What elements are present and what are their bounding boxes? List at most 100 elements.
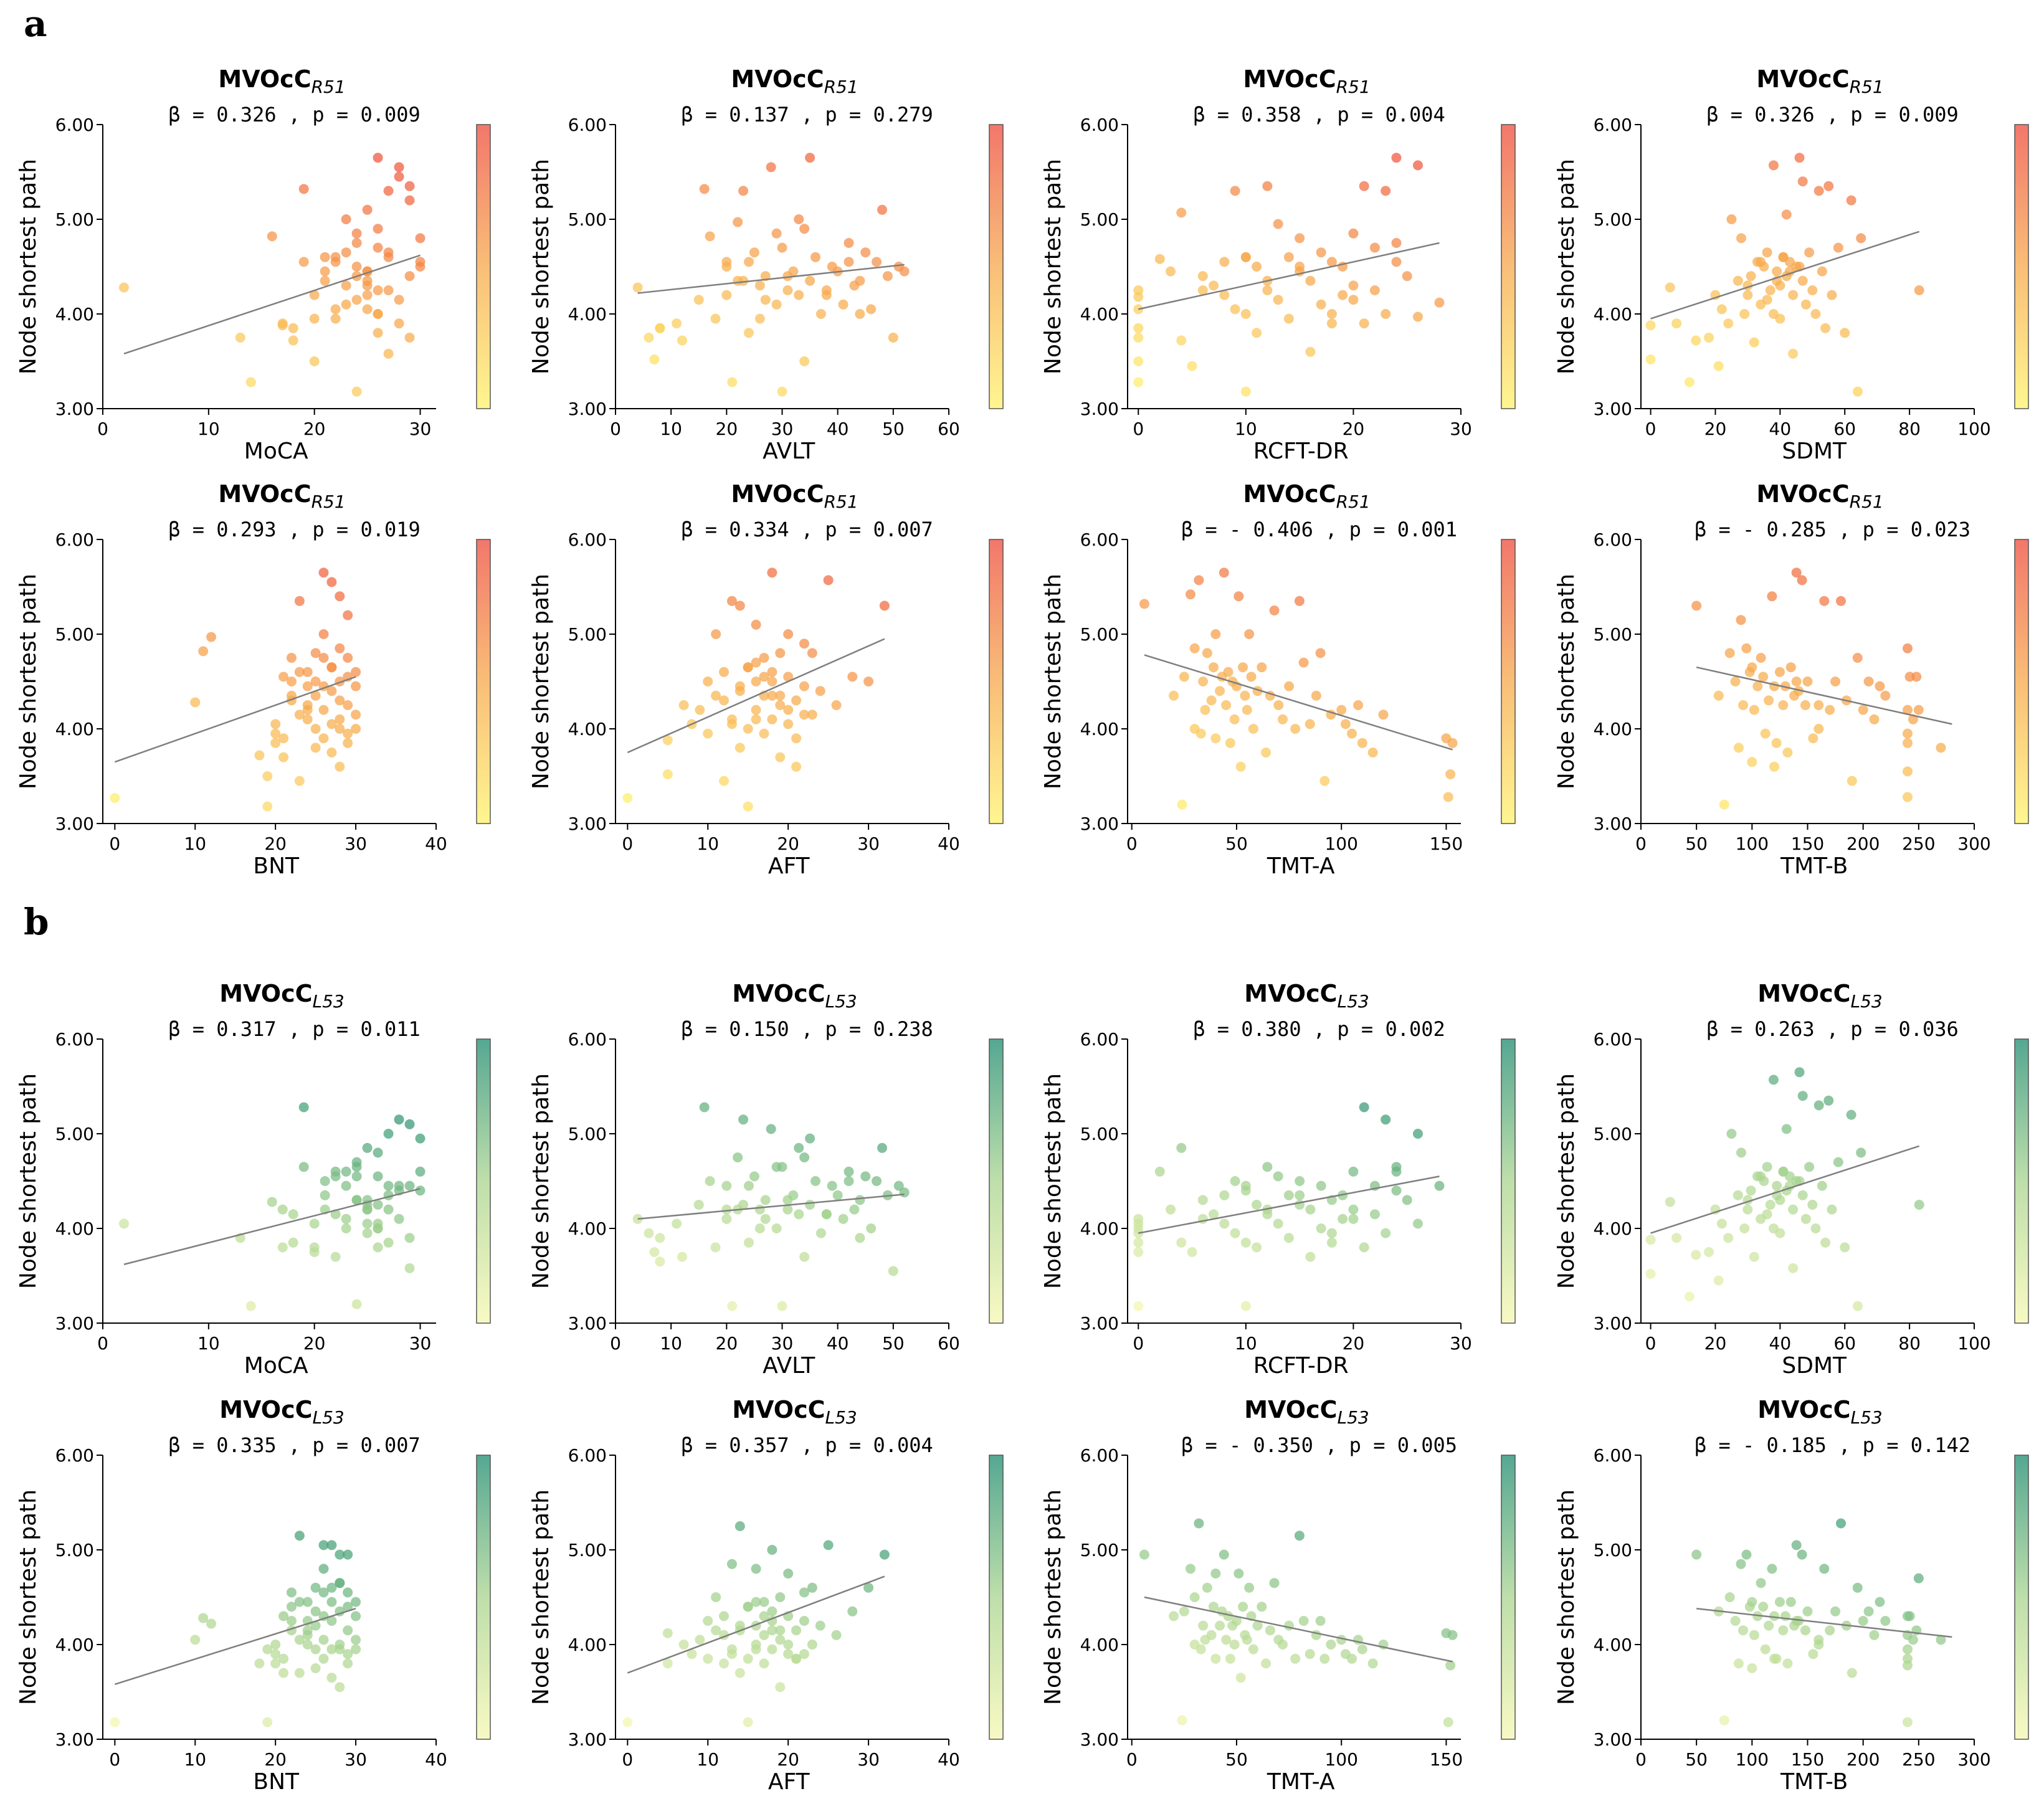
data-point — [1762, 247, 1772, 258]
data-point — [767, 667, 777, 677]
data-point — [1230, 186, 1240, 196]
data-point — [893, 1180, 904, 1191]
data-point — [727, 377, 738, 387]
data-point — [703, 728, 713, 739]
data-point — [1248, 1644, 1258, 1655]
data-point — [807, 648, 817, 658]
data-point — [294, 710, 305, 720]
data-point — [721, 262, 732, 272]
data-point — [1767, 1564, 1777, 1574]
x-tick-label: 100 — [1736, 833, 1769, 854]
data-point — [318, 1564, 329, 1574]
data-point — [1813, 186, 1824, 196]
data-point — [823, 575, 834, 586]
data-point — [262, 771, 273, 781]
y-tick-label: 3.00 — [1080, 399, 1119, 419]
data-point — [1788, 1204, 1799, 1215]
subplot-a-rcft: MVOcCR51 β = 0.358 , p = 0.004 3.00 4.00 5.0… — [1040, 65, 1516, 464]
data-point — [1196, 728, 1206, 739]
data-point — [1176, 335, 1187, 346]
subplot-title: MVOcCR51 — [1756, 480, 1883, 512]
data-point — [1836, 596, 1846, 606]
data-point — [775, 1592, 786, 1602]
data-point — [838, 299, 848, 310]
data-point — [1215, 1620, 1225, 1631]
x-tick-label: 40 — [938, 1749, 960, 1770]
data-point — [351, 1171, 362, 1182]
data-point — [310, 690, 321, 701]
data-point — [705, 1176, 715, 1186]
y-tick-label: 5.00 — [1080, 624, 1119, 645]
stat-annotation: β = 0.326 , p = 0.009 — [1706, 103, 1959, 126]
y-tick-label: 4.00 — [568, 304, 607, 325]
data-point — [1231, 1616, 1242, 1626]
data-point — [1840, 1242, 1850, 1253]
data-point — [815, 1228, 826, 1238]
subplot-title: MVOcCR51 — [731, 65, 858, 97]
data-point — [286, 677, 297, 686]
data-point — [751, 1564, 761, 1574]
data-point — [775, 1682, 786, 1693]
data-point — [823, 1540, 834, 1550]
y-tick-label: 6.00 — [1594, 1029, 1632, 1050]
data-point — [1369, 285, 1380, 295]
y-tick-label: 6.00 — [55, 115, 94, 135]
data-point — [1133, 1223, 1144, 1233]
y-tick-label: 3.00 — [55, 814, 94, 834]
data-point — [294, 1668, 305, 1678]
data-point — [1903, 766, 1913, 777]
data-point — [678, 1640, 689, 1650]
subplot-b-bnt: MVOcCL53 β = 0.335 , p = 0.007 3.00 4.00 5.0… — [16, 1396, 491, 1795]
data-point — [1768, 160, 1779, 171]
data-point — [1780, 681, 1790, 691]
y-tick-label: 3.00 — [568, 1729, 607, 1750]
data-point — [1903, 1717, 1913, 1727]
data-point — [1863, 677, 1874, 686]
data-point — [1713, 361, 1724, 371]
regression-line — [627, 1575, 885, 1674]
data-point — [726, 1649, 737, 1659]
data-point — [759, 1611, 769, 1621]
data-point — [1252, 1200, 1262, 1210]
title-main: MVOcC — [1243, 65, 1336, 93]
data-point — [767, 1545, 777, 1555]
data-point — [1791, 1540, 1802, 1550]
y-tick-label: 4.00 — [568, 719, 607, 739]
data-point — [1762, 295, 1772, 305]
y-axis-label: Node shortest path — [16, 1489, 41, 1705]
data-point — [1295, 1200, 1305, 1210]
data-point — [341, 299, 351, 310]
data-point — [855, 309, 865, 319]
data-point — [1139, 1549, 1149, 1560]
data-point — [1904, 1611, 1915, 1621]
y-axis-label: Node shortest path — [16, 1073, 41, 1289]
data-point — [766, 162, 776, 173]
data-point — [1209, 1209, 1219, 1220]
data-point — [1248, 724, 1258, 734]
data-point — [309, 1247, 320, 1257]
data-point — [1847, 776, 1857, 786]
x-tick-label: 0 — [1645, 419, 1657, 439]
data-point — [783, 1640, 794, 1650]
data-point — [721, 1213, 732, 1224]
data-point — [1133, 292, 1144, 302]
y-tick-label: 4.00 — [55, 1635, 94, 1655]
data-point — [1665, 282, 1675, 293]
stat-annotation: β = 0.358 , p = 0.004 — [1193, 103, 1445, 126]
data-point — [1645, 354, 1656, 364]
data-point — [1315, 648, 1326, 658]
x-axis-label: AFT — [768, 853, 810, 879]
data-point — [1269, 605, 1280, 615]
data-point — [1381, 309, 1391, 319]
data-point — [863, 1582, 874, 1593]
x-tick-label: 0 — [109, 1749, 120, 1770]
data-point — [310, 677, 321, 686]
data-point — [783, 1569, 794, 1579]
y-tick-label: 6.00 — [1080, 1445, 1119, 1466]
data-point — [270, 728, 281, 739]
data-point — [1804, 1162, 1815, 1172]
data-point — [1277, 714, 1288, 724]
data-point — [1402, 1195, 1412, 1205]
y-tick-label: 5.00 — [55, 1540, 94, 1560]
data-point — [1298, 1616, 1309, 1626]
